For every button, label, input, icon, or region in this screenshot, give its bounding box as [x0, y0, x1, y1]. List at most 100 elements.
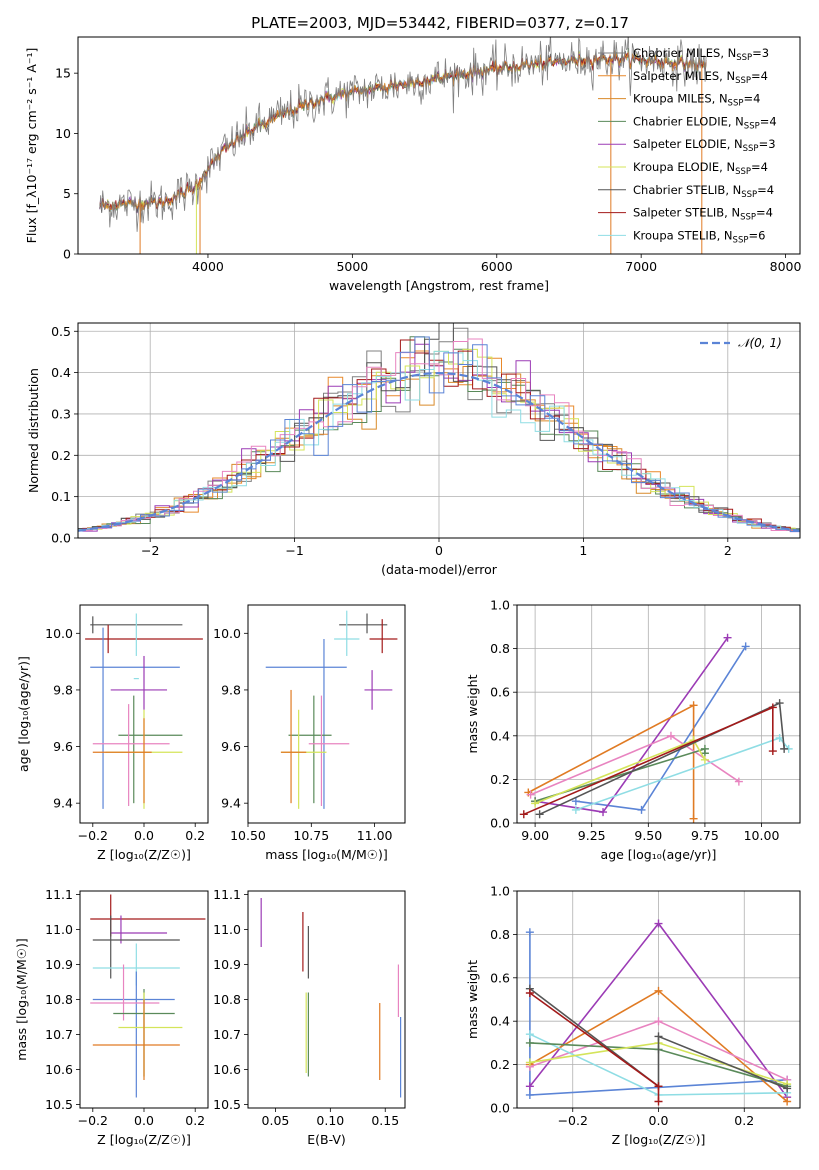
- y-tick-label: 9.8: [53, 682, 73, 697]
- y-tick-label: 0.5: [51, 324, 71, 339]
- y-tick-label: 0.0: [51, 531, 71, 546]
- weight-point-marker: [780, 744, 789, 753]
- legend-label-main: Salpeter MILES, N: [633, 69, 735, 83]
- y-axis-label: Flux [f_λ10⁻¹⁷ erg cm⁻² s⁻¹ A⁻¹]: [24, 48, 39, 244]
- y-tick-label: 0.4: [51, 365, 71, 380]
- y-tick-label: 10.0: [213, 626, 241, 641]
- weight-point-marker: [526, 790, 535, 799]
- weight-point-marker: [571, 797, 580, 806]
- x-tick-label: 0.10: [316, 1113, 344, 1128]
- legend-label: Salpeter MILES, NSSP=4: [633, 69, 768, 86]
- legend-label-tail: =4: [760, 114, 777, 128]
- age_vs_Z-marks: [85, 613, 203, 809]
- legend-label-tail: =3: [759, 137, 776, 151]
- legend-label-tail: =3: [752, 46, 769, 60]
- x-tick-label: 10.50: [230, 828, 266, 843]
- x-tick-label: 0.05: [262, 1113, 290, 1128]
- x-tick-label: 0.0: [649, 1113, 669, 1128]
- legend-label-sub: SSP: [743, 144, 759, 154]
- y-tick-label: 0.2: [51, 448, 71, 463]
- x-tick-label: 8000: [770, 259, 802, 274]
- x-axis-label: Z [log₁₀(Z/Z☉)]: [97, 847, 191, 862]
- y-tick-label: 0.8: [490, 641, 510, 656]
- weight-point-marker: [768, 703, 777, 712]
- weight-point-marker: [666, 731, 675, 740]
- legend-label-main: Chabrier MILES, N: [633, 46, 736, 60]
- weight-point-marker: [654, 1032, 663, 1041]
- legend-label-main: Kroupa ELODIE, N: [633, 160, 735, 174]
- axes-frame: [77, 322, 801, 539]
- x-axis-label: wavelength [Angstrom, rest frame]: [329, 278, 549, 293]
- legend-label-main: Kroupa STELIB, N: [633, 228, 733, 242]
- y-tick-label: 10.7: [213, 1027, 241, 1042]
- weight-point-marker: [775, 733, 784, 742]
- x-tick-label: 9.25: [578, 828, 606, 843]
- spectrum-series: [99, 37, 707, 232]
- y-tick-label: 9.8: [221, 682, 241, 697]
- y-tick-label: 0.0: [490, 816, 510, 831]
- weight-point-marker: [689, 814, 698, 823]
- legend-label-tail: =6: [748, 228, 765, 242]
- legend-label-tail: =4: [756, 206, 773, 220]
- y-tick-label: 10.8: [45, 992, 73, 1007]
- weight-point-marker: [768, 747, 777, 756]
- y-tick-label: 10.8: [213, 992, 241, 1007]
- legend-label: Chabrier MILES, NSSP=3: [633, 46, 769, 63]
- x-tick-label: 1: [579, 543, 587, 558]
- legend-label: Salpeter STELIB, NSSP=4: [633, 206, 773, 223]
- legend-label: Kroupa ELODIE, NSSP=4: [633, 160, 768, 177]
- weight-point-marker: [700, 755, 709, 764]
- legend-label-sub: SSP: [728, 99, 744, 109]
- weight-point-marker: [535, 810, 544, 819]
- residuals-axes: −2 −1 0 1 2 0.0 0.1 0.2 0.3 0.4 0.5 (data-model)/er…: [26, 322, 801, 577]
- x-tick-label: 10.00: [744, 828, 780, 843]
- x-tick-label: 0: [435, 543, 443, 558]
- legend-label-sub: SSP: [744, 121, 760, 131]
- y-tick-label: 11.1: [213, 887, 241, 902]
- y-tick-label: 0.8: [490, 927, 510, 942]
- mass_vs_Z-marks: [90, 894, 206, 1098]
- y-tick-label: 10.5: [45, 1097, 73, 1112]
- weight-point-marker: [783, 1084, 792, 1093]
- weight-point-marker: [654, 1082, 663, 1091]
- weight-point-marker: [689, 701, 698, 710]
- weight-series-line: [529, 987, 788, 1090]
- y-tick-label: 10: [55, 126, 71, 141]
- x-tick-label: −1: [285, 543, 303, 558]
- weight-point-marker: [783, 1097, 792, 1106]
- y-tick-label: 0: [63, 247, 71, 262]
- x-tick-label: 9.50: [634, 828, 662, 843]
- y-tick-label: 0.4: [490, 1014, 510, 1029]
- axes-frame: [247, 890, 406, 1109]
- weight-point-marker: [525, 1030, 534, 1039]
- x-axis-label: mass [log₁₀(M/M☉)]: [265, 847, 387, 862]
- weight_vs_Z-lines: [525, 919, 792, 1106]
- x-tick-label: −0.2: [558, 1113, 588, 1128]
- weight-point-marker: [531, 799, 540, 808]
- x-axis-label: Z [log₁₀(Z/Z☉)]: [97, 1132, 191, 1147]
- y-tick-label: 9.4: [221, 796, 241, 811]
- y-axis-label: mass [log₁₀(M/M☉)]: [14, 938, 29, 1060]
- mass_vs_ebv-marks: [260, 898, 402, 1098]
- gaussian-curve: [78, 371, 800, 532]
- legend-label-sub: SSP: [733, 235, 749, 245]
- x-tick-label: 6000: [481, 259, 513, 274]
- legend-label-tail: =4: [751, 160, 768, 174]
- y-tick-label: 15: [55, 66, 71, 81]
- x-tick-label: 0.0: [134, 1113, 154, 1128]
- legend-label: Salpeter ELODIE, NSSP=3: [633, 137, 776, 154]
- mass_vs_ebv-axes: 0.05 0.10 0.15 10.5 10.6 10.7 10.8 10.9 11.0 11.1…: [213, 887, 406, 1147]
- x-tick-label: 0.2: [734, 1113, 754, 1128]
- x-axis-label: E(B-V): [307, 1132, 346, 1147]
- weight_vs_age-lines: [519, 633, 793, 823]
- y-tick-label: 10.0: [45, 626, 73, 641]
- legend-label-main: Salpeter STELIB, N: [633, 206, 740, 220]
- legend-label-main: Salpeter ELODIE, N: [633, 137, 743, 151]
- weight-series-line: [539, 701, 785, 816]
- histogram-series: [78, 336, 800, 532]
- x-tick-label: 5000: [336, 259, 368, 274]
- x-tick-label: 7000: [625, 259, 657, 274]
- x-tick-label: 4000: [192, 259, 224, 274]
